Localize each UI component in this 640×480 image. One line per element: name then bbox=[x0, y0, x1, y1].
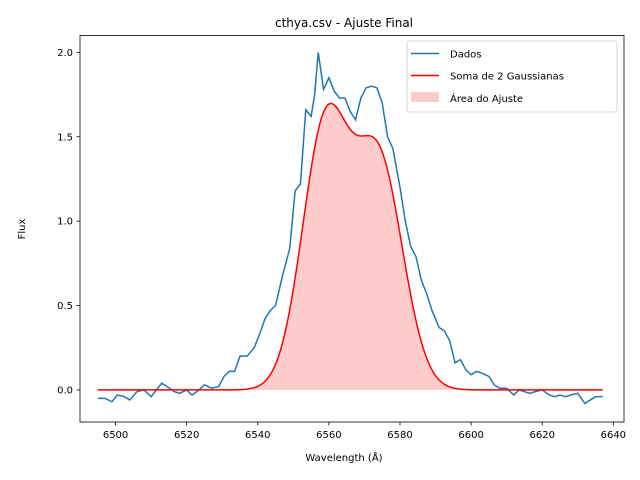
y-tick-label: 0.0 bbox=[57, 385, 73, 396]
y-tick-label: 0.5 bbox=[57, 301, 73, 312]
x-tick-label: 6500 bbox=[103, 430, 128, 441]
x-axis-label: Wavelength (Å) bbox=[305, 451, 382, 464]
plot-area bbox=[97, 52, 603, 405]
x-tick-label: 6560 bbox=[316, 430, 341, 441]
legend-box bbox=[406, 40, 618, 113]
plot-frame bbox=[79, 35, 625, 423]
data-line bbox=[97, 52, 603, 405]
legend: Dados Soma de 2 Gaussianas Área do Ajust… bbox=[406, 40, 618, 113]
x-tick-label: 6640 bbox=[601, 430, 626, 441]
legend-label-area: Área do Ajuste bbox=[450, 92, 523, 105]
fit-area bbox=[97, 103, 603, 390]
x-tick-label: 6620 bbox=[529, 430, 554, 441]
y-tick-label: 2.0 bbox=[57, 48, 73, 59]
y-tick-label: 1.0 bbox=[57, 217, 73, 228]
legend-swatch-area bbox=[411, 92, 439, 102]
legend-label-fit: Soma de 2 Gaussianas bbox=[450, 72, 564, 83]
x-axis: 6500 6520 6540 6560 6580 6600 6620 6640 bbox=[103, 422, 626, 441]
y-axis: 0.0 0.5 1.0 1.5 2.0 bbox=[57, 48, 80, 396]
x-tick-label: 6540 bbox=[245, 430, 270, 441]
legend-label-data: Dados bbox=[450, 50, 482, 61]
fit-line bbox=[97, 102, 603, 391]
y-tick-label: 1.5 bbox=[57, 132, 73, 143]
y-axis-label: Flux bbox=[17, 219, 28, 240]
x-tick-label: 6600 bbox=[458, 430, 483, 441]
chart-title: cthya.csv - Ajuste Final bbox=[275, 16, 413, 30]
x-tick-label: 6580 bbox=[387, 430, 412, 441]
x-tick-label: 6520 bbox=[174, 430, 199, 441]
